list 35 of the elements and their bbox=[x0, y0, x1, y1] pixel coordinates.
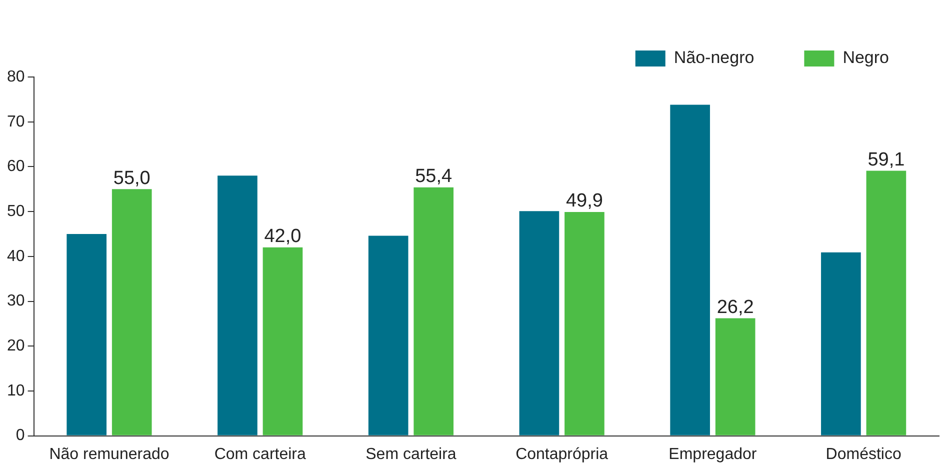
x-tick-label: Doméstico bbox=[826, 446, 902, 463]
x-tick-label: Sem carteira bbox=[366, 446, 456, 463]
bar bbox=[262, 247, 303, 436]
y-tick-label: 80 bbox=[7, 68, 25, 86]
bar bbox=[519, 211, 560, 436]
bar bbox=[414, 187, 454, 436]
y-tick-label: 70 bbox=[7, 113, 25, 130]
x-tick-label: Não remunerado bbox=[49, 446, 170, 463]
x-tick-label: Contaprópria bbox=[516, 446, 608, 463]
bar bbox=[564, 212, 604, 436]
legend-label: Negro bbox=[842, 48, 890, 68]
y-tick-label: 40 bbox=[7, 248, 25, 265]
bar bbox=[66, 234, 107, 436]
data-label: 59,1 bbox=[868, 149, 905, 170]
y-tick-label: 10 bbox=[7, 382, 25, 400]
x-tick-label: Com carteira bbox=[214, 446, 306, 463]
y-tick-label: 60 bbox=[7, 158, 25, 176]
legend-label: Não-negro bbox=[674, 48, 754, 68]
bar bbox=[821, 252, 861, 436]
y-tick-label: 0 bbox=[16, 427, 25, 444]
bar bbox=[218, 176, 258, 436]
y-tick-label: 20 bbox=[7, 338, 25, 355]
y-tick-label: 50 bbox=[7, 202, 25, 220]
bar bbox=[866, 170, 906, 436]
data-label: 49,9 bbox=[566, 190, 603, 212]
data-label: 55,4 bbox=[415, 166, 453, 188]
data-label: 55,0 bbox=[113, 168, 150, 189]
bar bbox=[368, 236, 408, 436]
bar bbox=[670, 104, 710, 436]
bar bbox=[112, 189, 152, 436]
data-label: 42,0 bbox=[264, 226, 302, 248]
bar bbox=[715, 318, 756, 436]
y-tick-label: 30 bbox=[7, 292, 25, 310]
data-label: 26,2 bbox=[716, 297, 754, 318]
x-tick-label: Empregador bbox=[668, 446, 758, 463]
